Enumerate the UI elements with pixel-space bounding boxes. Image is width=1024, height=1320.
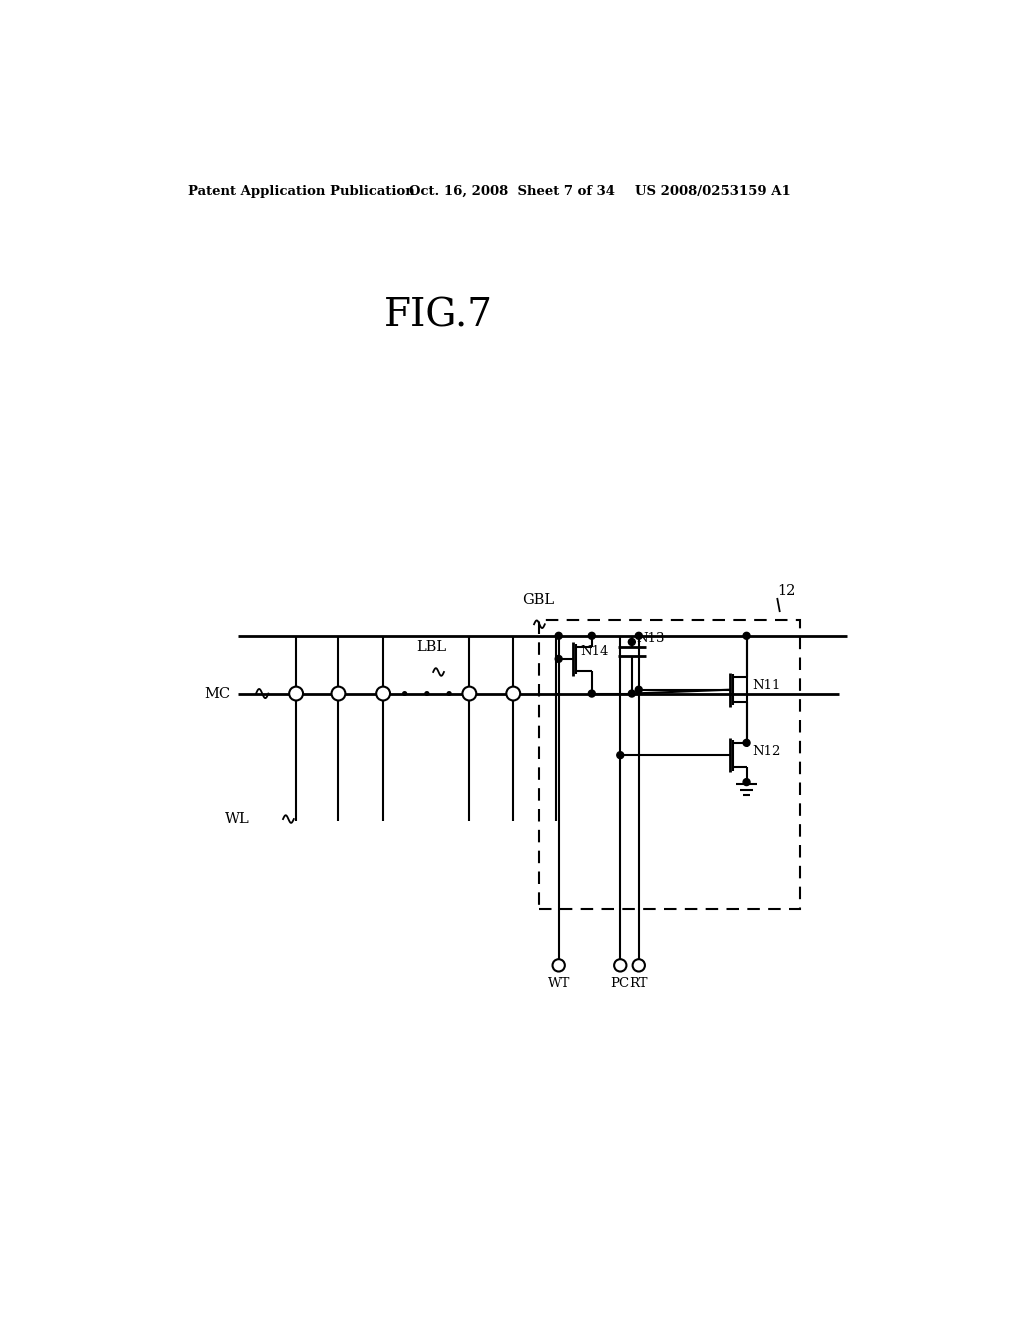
Text: US 2008/0253159 A1: US 2008/0253159 A1 — [635, 185, 791, 198]
Circle shape — [635, 632, 642, 639]
Circle shape — [555, 656, 562, 663]
Circle shape — [289, 686, 303, 701]
Text: N14: N14 — [581, 644, 608, 657]
Text: LBL: LBL — [416, 639, 445, 653]
Circle shape — [553, 960, 565, 972]
Circle shape — [332, 686, 345, 701]
Circle shape — [589, 632, 595, 639]
Text: N13: N13 — [637, 632, 665, 645]
Circle shape — [635, 686, 642, 693]
Circle shape — [743, 779, 750, 785]
Text: MC: MC — [205, 686, 230, 701]
Circle shape — [589, 690, 595, 697]
Text: Oct. 16, 2008  Sheet 7 of 34: Oct. 16, 2008 Sheet 7 of 34 — [410, 185, 615, 198]
Text: Patent Application Publication: Patent Application Publication — [188, 185, 415, 198]
Text: RT: RT — [630, 977, 648, 990]
Text: WT: WT — [548, 977, 570, 990]
Text: 12: 12 — [777, 585, 796, 598]
Circle shape — [614, 960, 627, 972]
Text: WL: WL — [225, 812, 250, 826]
Circle shape — [376, 686, 390, 701]
Text: N12: N12 — [753, 744, 781, 758]
Circle shape — [555, 632, 562, 639]
Text: GBL: GBL — [522, 593, 555, 607]
Circle shape — [463, 686, 476, 701]
Bar — [539, 620, 801, 909]
Circle shape — [633, 960, 645, 972]
Text: N11: N11 — [753, 680, 781, 693]
Circle shape — [743, 632, 750, 639]
Circle shape — [616, 751, 624, 759]
Text: •  •  •  •: • • • • — [377, 686, 455, 704]
Circle shape — [506, 686, 520, 701]
Circle shape — [629, 690, 635, 697]
Text: FIG.7: FIG.7 — [384, 298, 494, 335]
Circle shape — [629, 639, 635, 645]
Text: PC: PC — [610, 977, 630, 990]
Circle shape — [743, 739, 750, 746]
